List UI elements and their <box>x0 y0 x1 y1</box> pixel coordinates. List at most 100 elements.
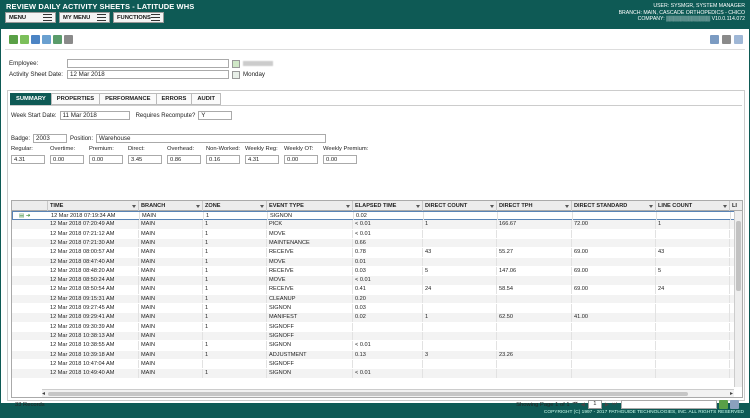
tab-summary[interactable]: SUMMARY <box>10 93 51 105</box>
prev-page-icon[interactable]: ◀ <box>580 401 585 408</box>
copy-icon[interactable] <box>42 35 51 44</box>
stat-field[interactable]: 0.16 <box>206 155 240 164</box>
table-row[interactable]: 12 Mar 2018 09:27:45 AM MAIN 1 SIGNON 0.03 <box>12 304 736 313</box>
column-header-direct-tph[interactable]: DIRECT TPH <box>497 201 572 211</box>
stat-field[interactable]: 0.00 <box>284 155 318 164</box>
column-header-more[interactable]: LI <box>730 201 742 211</box>
stat-field[interactable]: 0.00 <box>89 155 123 164</box>
scroll-thumb[interactable] <box>736 221 741 291</box>
table-row[interactable]: 12 Mar 2018 10:49:40 AM MAIN 1 SIGNON < 0.01 <box>12 369 736 378</box>
excel-export-icon[interactable] <box>719 400 728 409</box>
table-row[interactable]: 12 Mar 2018 08:50:24 AM MAIN 1 MOVE < 0.01 <box>12 276 736 285</box>
cell-event-type: SIGNOFF <box>267 322 353 332</box>
vertical-scrollbar[interactable] <box>734 211 742 387</box>
position-field[interactable]: Warehouse <box>96 134 327 143</box>
table-row[interactable]: 12 Mar 2018 10:38:13 AM MAIN SIGNOFF <box>12 331 736 341</box>
column-header-time[interactable]: TIME <box>48 201 139 211</box>
table-row[interactable]: 12 Mar 2018 09:15:31 AM MAIN 1 CLEANUP 0.20 <box>12 294 736 304</box>
stat-field[interactable]: 0.86 <box>167 155 201 164</box>
stat-field[interactable]: 0.00 <box>50 155 84 164</box>
cell-direct-tph: 23.26 <box>497 350 572 359</box>
scroll-right-icon[interactable]: ▸ <box>729 391 733 397</box>
refresh-icon[interactable] <box>53 35 62 44</box>
tab-errors[interactable]: ERRORS <box>155 93 192 105</box>
employee-field[interactable] <box>67 59 229 68</box>
page-input[interactable]: 1 <box>587 400 602 409</box>
cell-zone: 1 <box>203 276 267 285</box>
cell-line-count <box>656 359 730 369</box>
print-icon[interactable] <box>722 35 731 44</box>
first-page-icon[interactable]: ⏮ <box>572 401 578 407</box>
stat-label: Weekly Premium: <box>323 146 369 152</box>
cell-elapsed-time: 0.01 <box>353 257 423 266</box>
table-row[interactable]: 12 Mar 2018 08:48:20 AM MAIN 1 RECEIVE 0.03 5… <box>12 266 736 276</box>
activity-date-field[interactable]: 12 Mar 2018 <box>67 70 229 79</box>
my-menu-button[interactable]: MY MENU <box>59 12 110 23</box>
table-row[interactable]: 12 Mar 2018 07:20:49 AM MAIN 1 PICK < 0.01 1 1… <box>12 220 736 229</box>
recompute-field[interactable]: Y <box>198 111 233 120</box>
cell-event-type: RECEIVE <box>267 248 353 257</box>
cell-time: 12 Mar 2018 07:20:49 AM <box>48 220 139 229</box>
horizontal-scrollbar[interactable]: ◂ ▸ <box>42 389 734 397</box>
cell-line-count <box>656 229 730 239</box>
back-icon[interactable] <box>9 35 18 44</box>
table-row[interactable]: 12 Mar 2018 10:38:55 AM MAIN 1 SIGNON < 0.01 <box>12 341 736 350</box>
cell-direct-count <box>423 341 497 350</box>
cell-event-type: MOVE <box>267 229 353 239</box>
cell-direct-standard <box>572 341 656 350</box>
column-header-elapsed-time[interactable]: ELAPSED TIME <box>353 201 423 211</box>
column-header-zone[interactable]: ZONE <box>203 201 267 211</box>
scroll-thumb[interactable] <box>48 392 688 396</box>
table-row[interactable]: 12 Mar 2018 10:39:18 AM MAIN 1 ADJUSTMENT 0.… <box>12 350 736 359</box>
functions-button[interactable]: FUNCTIONS <box>113 12 164 23</box>
stat-field[interactable]: 3.45 <box>128 155 162 164</box>
table-row[interactable]: ▤ ➜ 12 Mar 2018 07:19:34 AM MAIN 1 SIGNON 0.0… <box>12 211 736 221</box>
cell-branch: MAIN <box>139 238 203 248</box>
stat-field[interactable]: 4.31 <box>11 155 45 164</box>
table-row[interactable]: 12 Mar 2018 10:47:04 AM MAIN SIGNOFF <box>12 359 736 369</box>
cell-zone: 1 <box>203 322 267 332</box>
tab-performance[interactable]: PERFORMANCE <box>99 93 156 105</box>
table-row[interactable]: 12 Mar 2018 08:50:54 AM MAIN 1 RECEIVE 0.41 2… <box>12 285 736 294</box>
column-header-direct-count[interactable]: DIRECT COUNT <box>423 201 497 211</box>
table-row[interactable]: 12 Mar 2018 08:00:57 AM MAIN 1 RECEIVE 0.78 4… <box>12 248 736 257</box>
table-row[interactable]: 12 Mar 2018 07:21:12 AM MAIN 1 MOVE < 0.01 <box>12 229 736 239</box>
column-header-branch[interactable]: BRANCH <box>139 201 203 211</box>
row-edit-icon[interactable]: ▤ ➜ <box>19 213 31 219</box>
stat-field[interactable]: 4.31 <box>245 155 279 164</box>
tab-audit[interactable]: AUDIT <box>191 93 222 105</box>
scroll-left-icon[interactable]: ◂ <box>42 391 46 397</box>
columns-icon[interactable] <box>730 400 739 409</box>
column-header-event-type[interactable]: EVENT TYPE <box>267 201 353 211</box>
cell-elapsed-time: 0.03 <box>353 304 423 313</box>
table-row[interactable]: 12 Mar 2018 09:30:39 AM MAIN 1 SIGNOFF <box>12 322 736 332</box>
menu-button[interactable]: MENU <box>5 12 56 23</box>
cell-event-type: SIGNON <box>267 341 353 350</box>
table-row[interactable]: 12 Mar 2018 08:47:40 AM MAIN 1 MOVE 0.01 <box>12 257 736 266</box>
table-row[interactable]: 12 Mar 2018 07:21:30 AM MAIN 1 MAINTENANCE 0… <box>12 238 736 248</box>
calendar-icon[interactable] <box>232 70 240 79</box>
week-start-field[interactable]: 11 Mar 2018 <box>59 111 130 120</box>
activity-date-row: Activity Sheet Date: 12 Mar 2018 Monday <box>9 70 265 79</box>
cell-elapsed-time: 0.13 <box>353 350 423 359</box>
tab-properties[interactable]: PROPERTIES <box>50 93 100 105</box>
table-row[interactable]: 12 Mar 2018 09:29:41 AM MAIN 1 MANIFEST 0.02… <box>12 313 736 322</box>
cell-direct-standard: 69.00 <box>572 248 656 257</box>
stat-field[interactable]: 0.00 <box>323 155 357 164</box>
print-icon[interactable] <box>64 35 73 44</box>
badge-field[interactable]: 2003 <box>33 134 68 143</box>
grid-search-input[interactable] <box>621 400 717 409</box>
column-header-line-count[interactable]: LINE COUNT <box>656 201 730 211</box>
export-icon[interactable] <box>710 35 719 44</box>
grid-footer: 33 Records Showing Page 1 of 1 ⏮ ◀ 1 ▶ ⏭ <box>11 399 743 411</box>
document-blue-icon[interactable] <box>31 35 40 44</box>
last-page-icon[interactable]: ⏭ <box>612 401 617 407</box>
next-page-icon[interactable]: ▶ <box>604 401 610 408</box>
cell-direct-count: 3 <box>423 350 497 359</box>
cell-direct-standard: 41.00 <box>572 313 656 322</box>
document-green-icon[interactable] <box>20 35 29 44</box>
mail-icon[interactable] <box>734 35 743 44</box>
column-header-direct-standard[interactable]: DIRECT STANDARD <box>572 201 656 211</box>
employee-row: Employee: <box>9 59 273 68</box>
lookup-icon[interactable] <box>232 59 240 68</box>
